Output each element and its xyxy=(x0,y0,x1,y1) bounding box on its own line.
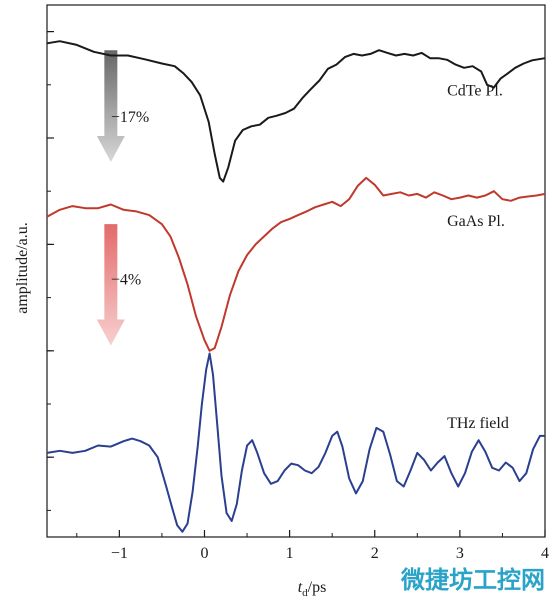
x-tick-label: 1 xyxy=(286,545,294,562)
annotation-label: −4% xyxy=(111,271,141,288)
annotation-label: GaAs Pl. xyxy=(447,213,505,230)
gaas-reduction-arrow xyxy=(96,224,125,346)
plot-frame xyxy=(46,4,546,538)
x-axis-sub: d xyxy=(302,587,308,599)
annotation-label: THz field xyxy=(447,415,509,432)
series-line-cdte-pl xyxy=(46,40,546,183)
x-tick-label: −1 xyxy=(111,545,128,562)
annotation-label: −17% xyxy=(111,109,149,126)
x-tick-label: 4 xyxy=(541,545,549,562)
series-line-gaas-pl xyxy=(46,176,546,352)
annotation-label: CdTe Pl. xyxy=(447,82,503,99)
x-tick-label: 3 xyxy=(456,545,464,562)
watermark-text: 微捷坊工控网 xyxy=(400,566,545,594)
plot-series xyxy=(46,40,546,533)
axes: −1 0 1 2 3 4 xyxy=(46,4,549,562)
annotation-labels: CdTe Pl. GaAs Pl. THz field −17% −4% xyxy=(111,82,509,432)
y-axis-title: amplitude/a.u. xyxy=(14,222,31,314)
x-tick-label: 0 xyxy=(200,545,208,562)
series-line-thz-field xyxy=(46,352,545,533)
reduction-arrows xyxy=(96,50,125,346)
cdte-reduction-arrow xyxy=(96,50,125,162)
x-axis-title: td/ps xyxy=(298,579,327,599)
x-axis-var: t xyxy=(298,579,303,596)
x-tick-label: 2 xyxy=(371,545,379,562)
x-axis-unit: /ps xyxy=(308,579,327,596)
